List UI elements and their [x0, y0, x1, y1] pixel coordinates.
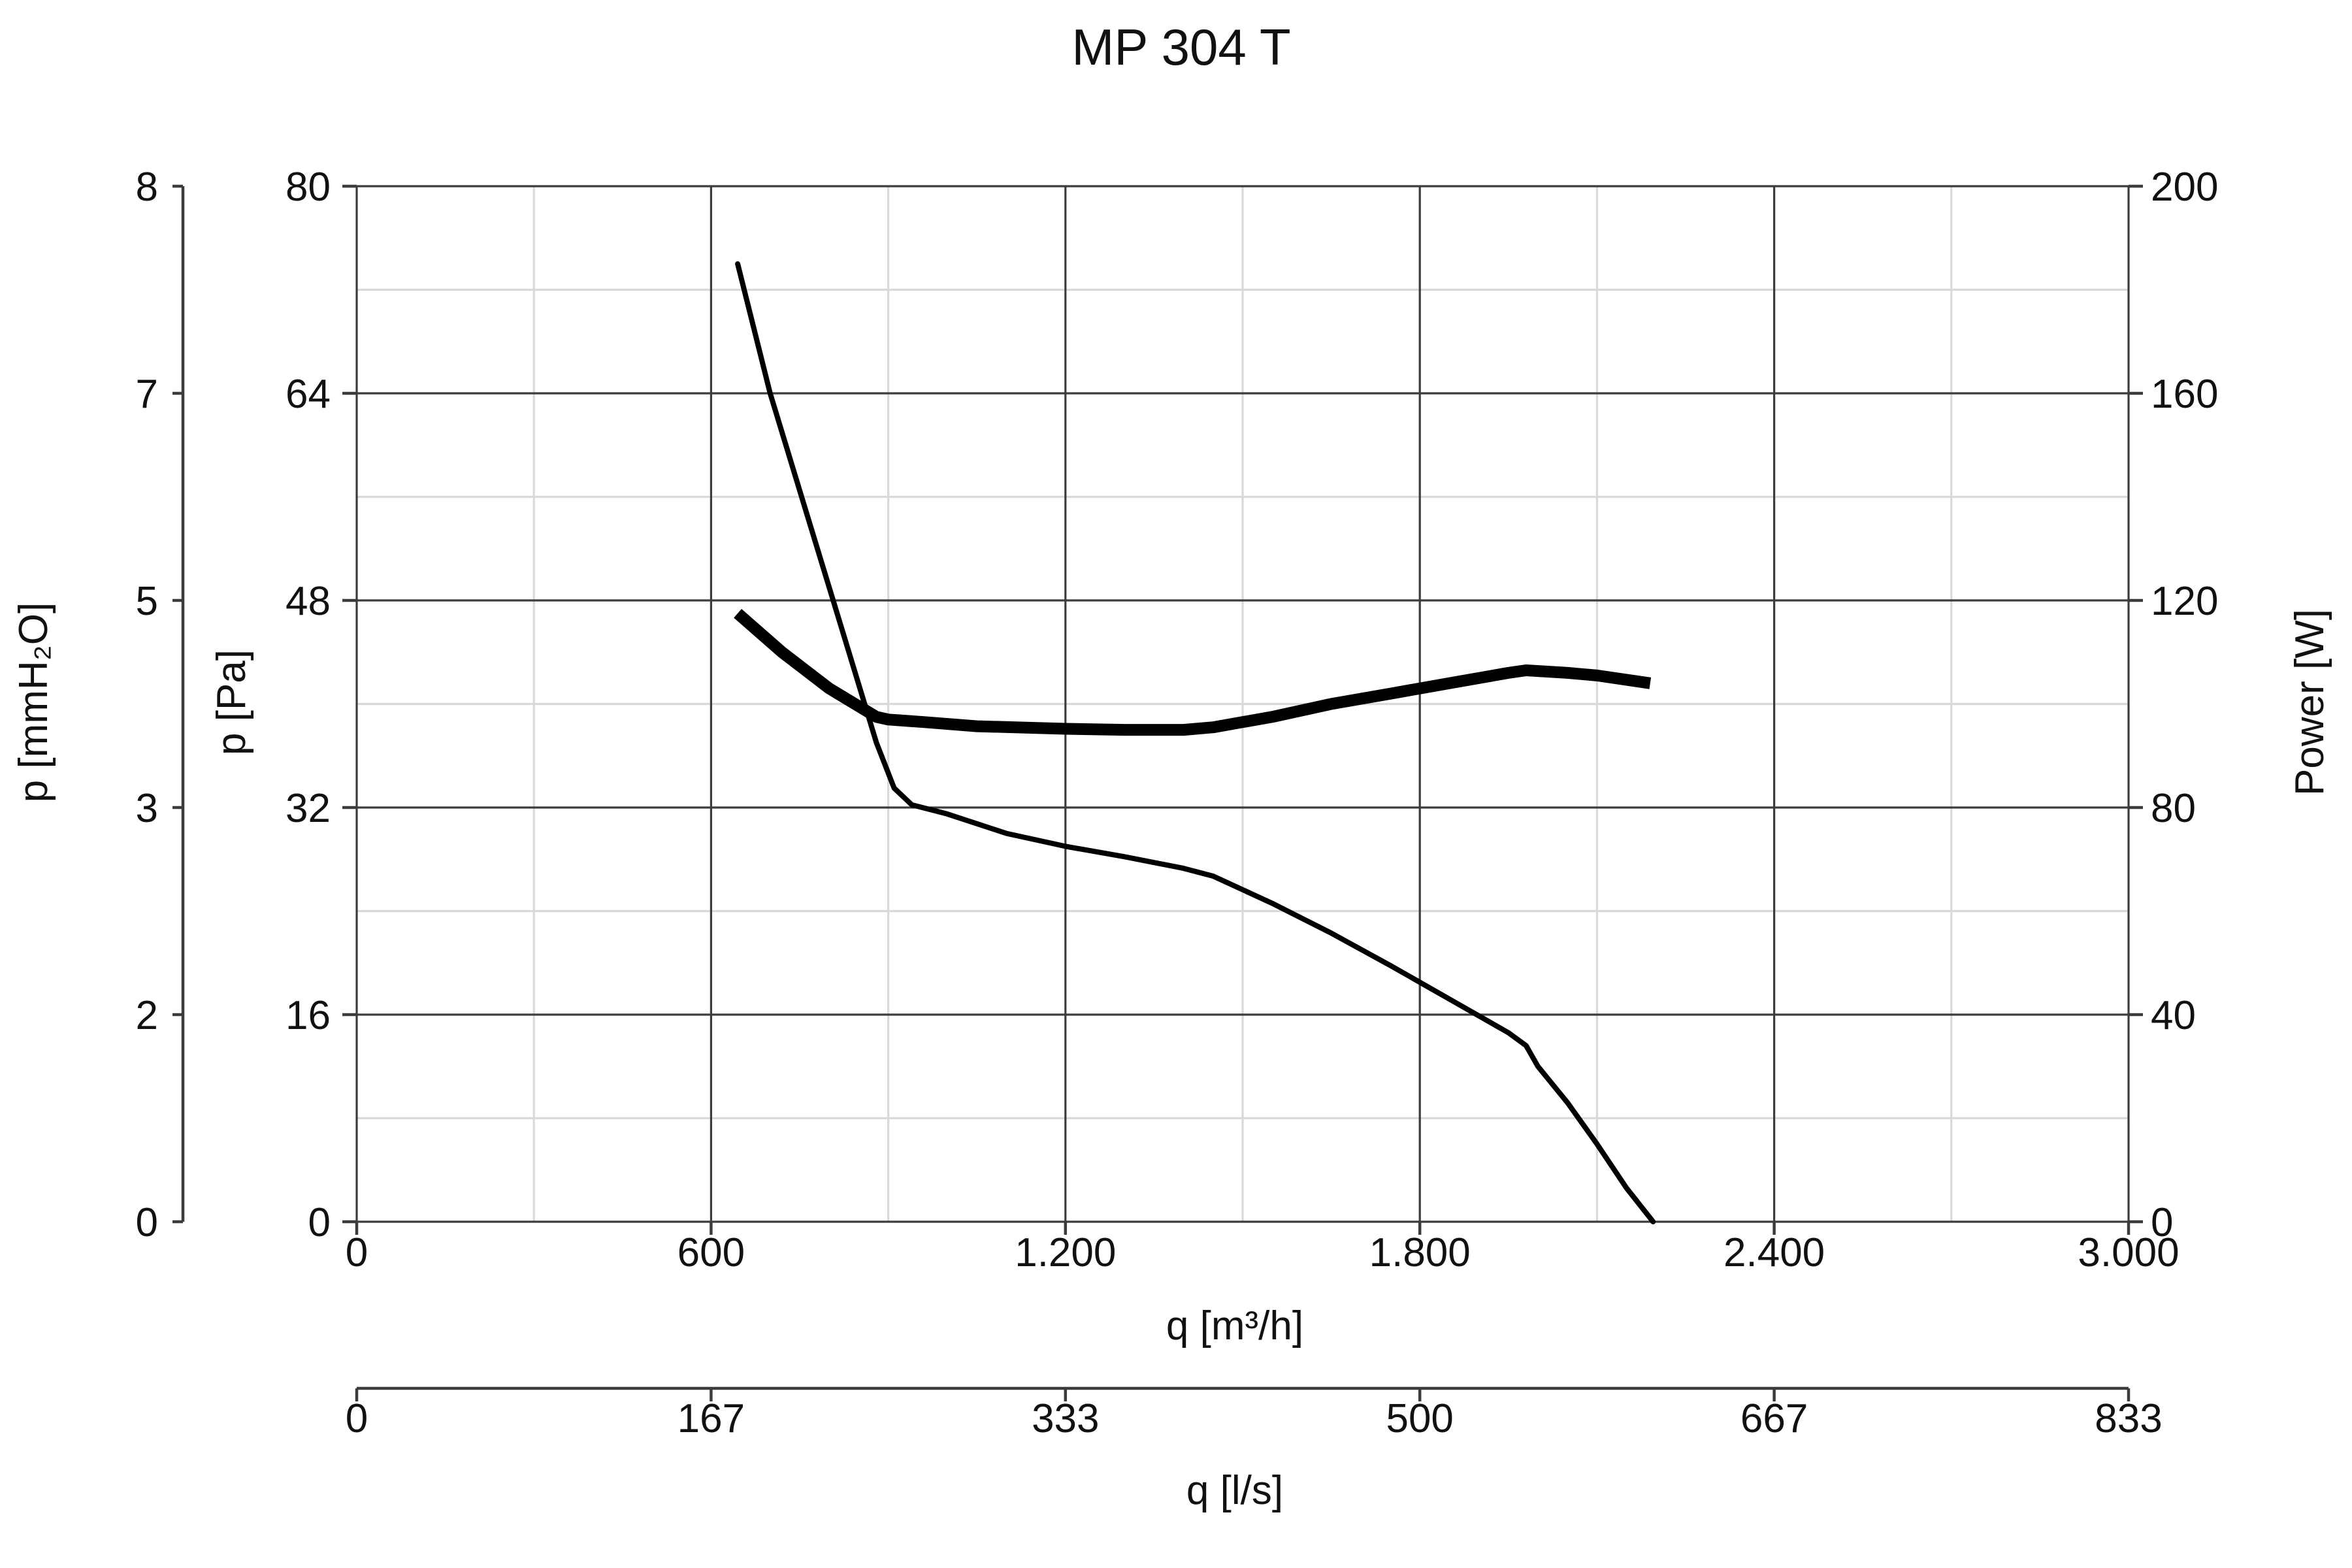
- y-tick-label-power: 120: [2151, 579, 2218, 624]
- y-tick-label-pa: 32: [286, 786, 331, 831]
- major-gridlines: [355, 185, 2130, 1223]
- x-tick-label-m3h: 2.400: [1723, 1230, 1825, 1275]
- y-tick-label-pa: 48: [286, 579, 331, 624]
- y-tick-label-power: 0: [2151, 1200, 2173, 1245]
- chart-title: MP 304 T: [1071, 18, 1290, 76]
- y-axis-label-pa: p [Pa]: [209, 649, 254, 755]
- x-tick-label-m3h: 1.800: [1369, 1230, 1471, 1275]
- pressure-curve: [735, 261, 1656, 1224]
- y-tick-label-pa: 16: [286, 993, 331, 1038]
- y-tick-label-mmh2o: 2: [136, 993, 158, 1038]
- x-tick-label-m3h: 600: [678, 1230, 745, 1275]
- x-tick-label-m3h: 1.200: [1015, 1230, 1116, 1275]
- axes: [172, 184, 2143, 1401]
- y-tick-label-mmh2o: 5: [136, 579, 158, 624]
- y-tick-label-mmh2o: 7: [136, 372, 158, 417]
- y-tick-label-pa: 64: [286, 372, 331, 417]
- x-tick-label-ls: 833: [2095, 1396, 2162, 1441]
- power-curve: [734, 609, 1652, 736]
- x-tick-label-ls: 0: [346, 1396, 368, 1441]
- y-axis-label-power: Power [W]: [2287, 609, 2332, 796]
- curves: [734, 261, 1656, 1224]
- x-tick-label-m3h: 0: [346, 1230, 368, 1275]
- y-tick-label-power: 80: [2151, 786, 2196, 831]
- y-tick-label-pa: 0: [308, 1200, 331, 1245]
- y-tick-label-power: 200: [2151, 165, 2218, 210]
- x-tick-label-m3h: 3.000: [2078, 1230, 2179, 1275]
- y-tick-label-power: 160: [2151, 372, 2218, 417]
- x-tick-label-ls: 167: [678, 1396, 745, 1441]
- y-tick-label-mmh2o: 0: [136, 1200, 158, 1245]
- y-tick-label-power: 40: [2151, 993, 2196, 1038]
- x-tick-label-ls: 333: [1032, 1396, 1099, 1441]
- y-axis-label-mmh2o: p [mmH₂O]: [11, 602, 56, 803]
- minor-gridlines: [357, 186, 2129, 1222]
- x-axis-label-ls: q [l/s]: [1186, 1468, 1283, 1513]
- y-tick-label-pa: 80: [286, 165, 331, 210]
- x-axis-label-m3h: q [m³/h]: [1166, 1303, 1303, 1348]
- x-tick-label-ls: 667: [1740, 1396, 1808, 1441]
- y-tick-label-mmh2o: 3: [136, 786, 158, 831]
- x-tick-label-ls: 500: [1386, 1396, 1453, 1441]
- y-tick-label-mmh2o: 8: [136, 165, 158, 210]
